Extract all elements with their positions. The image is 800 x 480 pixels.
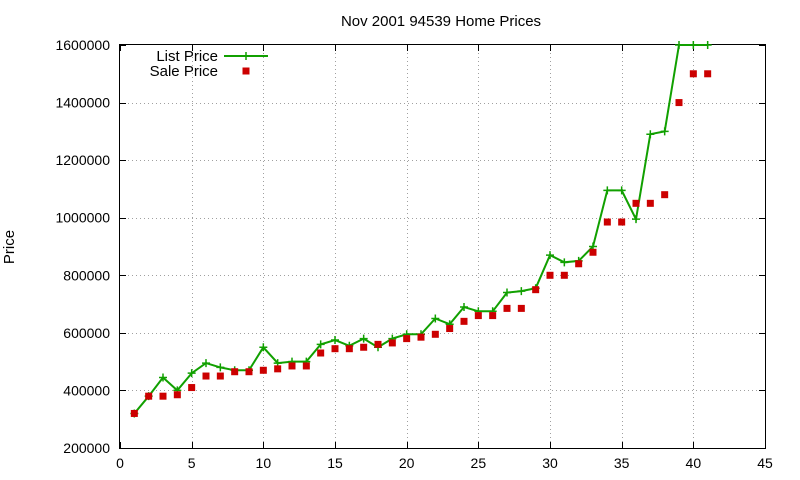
x-tick-label: 10 [256, 455, 272, 471]
sale-price-point [345, 345, 353, 353]
sale-price-point [245, 368, 253, 376]
list-price-point [517, 287, 526, 296]
x-tick-label: 35 [614, 455, 630, 471]
sale-price-point [661, 191, 669, 199]
sale-price-point [632, 199, 640, 207]
list-price-point [546, 251, 554, 260]
legend-swatch-sale-price [242, 67, 250, 75]
list-price-point [632, 215, 640, 224]
sale-price-point [417, 333, 425, 341]
y-tick-label: 1600000 [55, 37, 110, 53]
sale-price-point [489, 312, 497, 320]
sale-price-point [532, 286, 540, 294]
list-price-point [703, 41, 712, 49]
sale-price-point [646, 199, 654, 207]
series-layer [130, 41, 712, 418]
list-price-point [431, 314, 440, 323]
list-price-point [660, 127, 669, 136]
y-tick-label: 1000000 [55, 210, 110, 226]
sale-price-point [446, 325, 454, 333]
legend-swatch-list-price-marker [242, 52, 250, 60]
x-tick-label: 25 [471, 455, 487, 471]
list-price-point [460, 302, 468, 311]
sale-price-point [388, 339, 396, 347]
y-axis-label: Price [1, 230, 18, 264]
list-price-point [617, 186, 626, 195]
sale-price-point [560, 271, 568, 279]
legend-label-list-price: List Price [156, 48, 218, 65]
legend: List Price Sale Price [150, 48, 268, 80]
sale-price-point [689, 70, 697, 78]
list-price-point [187, 369, 196, 378]
sale-price-point [603, 218, 611, 226]
sale-price-point [159, 392, 167, 400]
sale-price-point [302, 362, 310, 370]
list-price-point [560, 258, 569, 267]
sale-price-point [589, 248, 597, 256]
plot-frame [119, 44, 766, 449]
list-price-point [503, 288, 511, 297]
list-price-point [316, 340, 325, 349]
sale-price-point [145, 392, 153, 400]
sale-price-point [202, 372, 210, 380]
x-tick-label: 20 [399, 455, 415, 471]
list-price-point [646, 130, 655, 139]
y-tick-label: 1200000 [55, 152, 110, 168]
list-price-point [689, 41, 698, 49]
sale-price-point [216, 372, 224, 380]
list-price-point [603, 186, 612, 195]
list-price-point [159, 373, 167, 382]
list-price-point [259, 343, 268, 352]
list-price-point [675, 41, 683, 49]
sale-price-point [431, 330, 439, 338]
sale-price-point [546, 271, 554, 279]
y-tick-label: 200000 [63, 440, 110, 456]
sale-price-point [130, 409, 138, 417]
legend-label-sale-price: Sale Price [150, 63, 218, 80]
sale-price-point [231, 368, 239, 376]
sale-price-point [474, 312, 482, 320]
y-tick-label: 1400000 [55, 95, 110, 111]
sale-price-point [460, 317, 468, 325]
chart-title: Nov 2001 94539 Home Prices [341, 13, 541, 30]
sale-price-point [259, 366, 267, 374]
sale-price-point [618, 218, 626, 226]
sale-price-point [675, 99, 683, 107]
list-price-point [216, 363, 225, 372]
sale-price-point [374, 340, 382, 348]
sale-price-point [403, 335, 411, 343]
list-price-point [202, 359, 210, 368]
x-tick-label: 45 [757, 455, 773, 471]
legend-swatches [224, 52, 268, 75]
y-tick-label: 600000 [63, 325, 110, 341]
list-price-point [331, 336, 339, 345]
x-tick-label: 40 [686, 455, 702, 471]
sale-price-point [274, 365, 282, 373]
y-tick-label: 400000 [63, 382, 110, 398]
sale-price-point [173, 391, 181, 399]
sale-price-point [704, 70, 712, 78]
sale-price-point [575, 260, 583, 268]
x-tick-label: 30 [542, 455, 558, 471]
sale-price-point [317, 349, 325, 357]
sale-price-point [288, 362, 296, 370]
sale-price-point [331, 345, 339, 353]
y-tick-label: 800000 [63, 267, 110, 283]
x-tick-label: 0 [116, 455, 124, 471]
ticks-layer: 0 5 10 15 20 25 30 35 40 45 200000 400000 600000 8000… [55, 37, 773, 471]
x-tick-label: 15 [327, 455, 343, 471]
sale-price-point [360, 343, 368, 351]
sale-price-point [188, 384, 196, 392]
sale-price-point [517, 304, 525, 312]
x-tick-label: 5 [188, 455, 196, 471]
list-price-line [133, 44, 708, 415]
list-price-point [359, 334, 368, 343]
sale-price-point [503, 304, 511, 312]
